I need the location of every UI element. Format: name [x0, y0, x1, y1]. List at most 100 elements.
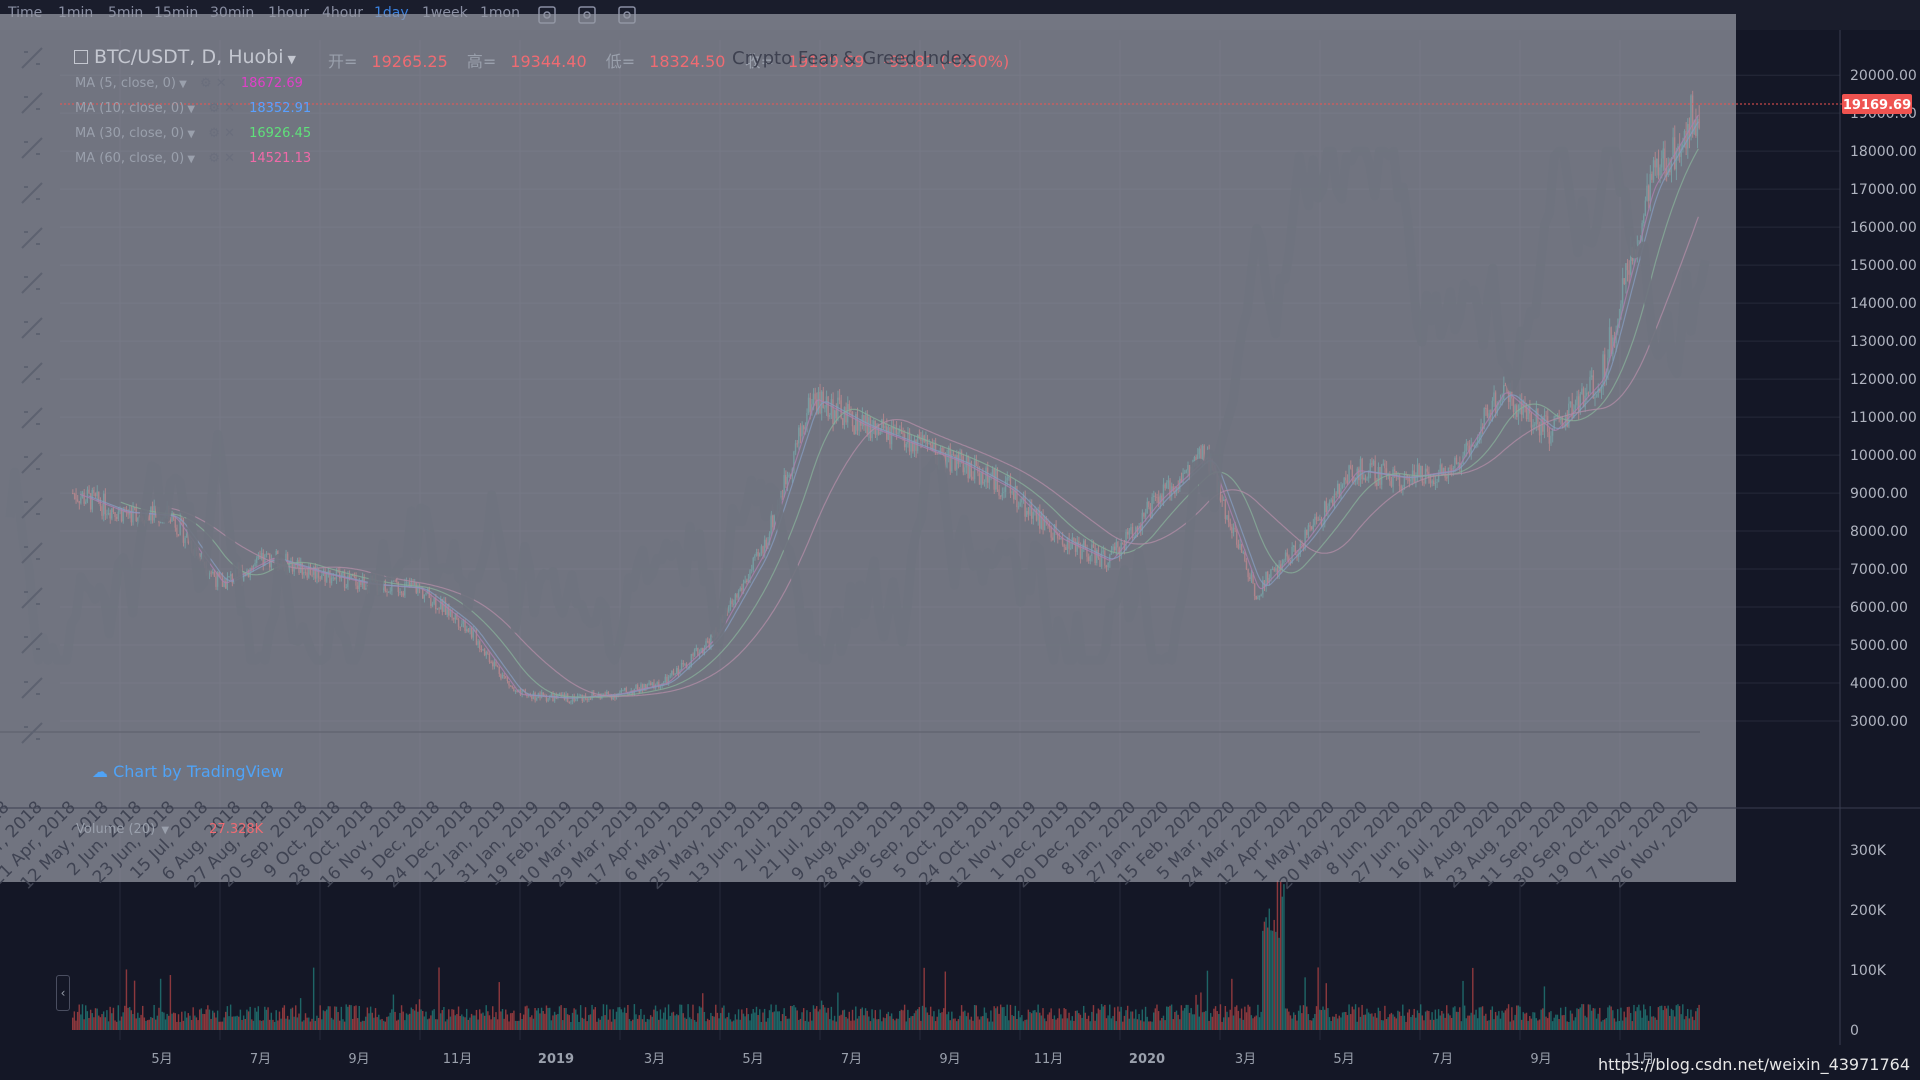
lock-icon[interactable]: [14, 580, 50, 616]
volume-bar: [789, 1005, 792, 1030]
volume-bar: [1045, 1021, 1047, 1030]
text-icon[interactable]: [14, 220, 50, 256]
volume-bar: [1501, 1010, 1503, 1030]
back-arrow-icon[interactable]: [14, 355, 50, 391]
ma-legend-row[interactable]: MA (5, close, 0) ▼ ⚙ ✕ 18672.69: [75, 76, 303, 91]
volume-bars: [72, 879, 1700, 1030]
chevron-down-icon[interactable]: ▼: [184, 129, 199, 140]
ma-legend-row[interactable]: MA (60, close, 0) ▼ ⚙ ✕ 14521.13: [75, 151, 311, 166]
lock-draw-icon[interactable]: [14, 535, 50, 571]
symbol-label: BTC/USDT, D, Huobi: [94, 46, 284, 68]
volume-bar: [798, 1020, 800, 1030]
zoom-icon[interactable]: [14, 445, 50, 481]
volume-bar: [843, 1009, 846, 1030]
volume-bar: [1467, 1015, 1469, 1030]
volume-bar: [1069, 1020, 1072, 1030]
price-tick-label: 11000.00: [1850, 410, 1917, 426]
volume-bar: [809, 1012, 811, 1030]
volume-bar: [936, 1016, 938, 1030]
tradingview-logo[interactable]: ☁ Chart by TradingView: [92, 762, 284, 781]
volume-bar: [145, 1020, 147, 1030]
volume-bar: [571, 1012, 574, 1030]
trash-icon[interactable]: [14, 715, 50, 751]
chart-menu-icon[interactable]: [74, 50, 88, 64]
collapse-panel-button[interactable]: ‹: [56, 975, 70, 1011]
volume-bar: [1037, 1004, 1039, 1030]
symbol-title[interactable]: BTC/USDT, D, Huobi ▼: [74, 46, 296, 68]
volume-bar: [869, 1021, 872, 1030]
volume-bar: [944, 971, 947, 1030]
volume-bar: [679, 1004, 681, 1030]
chevron-down-icon[interactable]: ▼: [161, 825, 170, 836]
chevron-down-icon[interactable]: ▼: [184, 104, 199, 115]
settings-close-icon[interactable]: ⚙ ✕: [200, 76, 231, 91]
volume-bar: [316, 1015, 318, 1030]
volume-bar: [1457, 1011, 1459, 1030]
volume-bar: [164, 1019, 167, 1030]
ruler-icon[interactable]: [14, 400, 50, 436]
volume-bar: [763, 1008, 766, 1030]
volume-bar: [413, 1010, 416, 1030]
volume-bar: [1076, 1010, 1078, 1030]
volume-bar: [1260, 1011, 1262, 1030]
volume-bar: [1056, 1018, 1059, 1030]
chevron-down-icon[interactable]: ▼: [184, 154, 199, 165]
volume-bar: [273, 1021, 276, 1030]
volume-bar: [1154, 1008, 1157, 1030]
volume-bar: [438, 967, 440, 1030]
volume-bar: [1415, 1017, 1417, 1030]
price-tick-label: 18000.00: [1850, 144, 1917, 160]
volume-bar: [1512, 1020, 1515, 1030]
volume-bar: [604, 1015, 606, 1030]
volume-bar: [439, 1013, 442, 1030]
volume-bar: [308, 1017, 310, 1030]
volume-bar: [685, 1018, 688, 1030]
chevron-down-icon[interactable]: ▼: [175, 79, 191, 90]
volume-bar: [1576, 1008, 1578, 1030]
volume-bar: [755, 1006, 758, 1030]
ma-legend-row[interactable]: MA (10, close, 0) ▼ ⚙ ✕ 18352.91: [75, 101, 311, 116]
volume-bar: [737, 1009, 740, 1030]
layers-icon[interactable]: [14, 670, 50, 706]
volume-bar: [288, 1019, 290, 1030]
fib-icon[interactable]: [14, 310, 50, 346]
volume-bar: [231, 1016, 233, 1030]
eye-icon[interactable]: [14, 625, 50, 661]
volume-bar: [221, 1021, 224, 1030]
volume-bar: [881, 1021, 883, 1030]
volume-bar: [1426, 1010, 1428, 1030]
magnet-icon[interactable]: [14, 490, 50, 526]
pitchfork-icon[interactable]: [14, 130, 50, 166]
volume-bar: [1268, 908, 1271, 1030]
trend-line-icon[interactable]: [14, 85, 50, 121]
ma-legend-row[interactable]: MA (30, close, 0) ▼ ⚙ ✕ 16926.45: [75, 126, 311, 141]
volume-bar: [555, 1014, 557, 1030]
chevron-down-icon[interactable]: ▼: [287, 53, 296, 66]
settings-close-icon[interactable]: ⚙ ✕: [208, 101, 240, 116]
volume-bar: [389, 1012, 391, 1030]
volume-bar: [706, 1018, 709, 1030]
volume-bar: [146, 1020, 149, 1030]
volume-bar: [342, 1019, 344, 1030]
volume-bar: [1682, 1004, 1684, 1030]
volume-bar: [1079, 1014, 1082, 1030]
volume-bar: [710, 1012, 712, 1030]
volume-bar: [428, 1018, 430, 1030]
volume-bar: [745, 1008, 748, 1030]
volume-bar: [498, 982, 500, 1030]
settings-close-icon[interactable]: ⚙ ✕: [208, 126, 240, 141]
volume-bar: [811, 1020, 813, 1030]
volume-bar: [327, 1006, 330, 1030]
price-tick-label: 14000.00: [1850, 296, 1917, 312]
volume-bar: [1659, 1005, 1661, 1030]
volume-bar: [1647, 1020, 1650, 1030]
volume-bar: [1240, 1008, 1243, 1030]
volume-bar: [98, 1015, 100, 1030]
crosshair-icon[interactable]: [14, 40, 50, 76]
settings-close-icon[interactable]: ⚙ ✕: [208, 151, 240, 166]
volume-bar: [246, 1009, 248, 1030]
pattern-icon[interactable]: [14, 265, 50, 301]
volume-bar: [1100, 1004, 1103, 1030]
brush-icon[interactable]: [14, 175, 50, 211]
